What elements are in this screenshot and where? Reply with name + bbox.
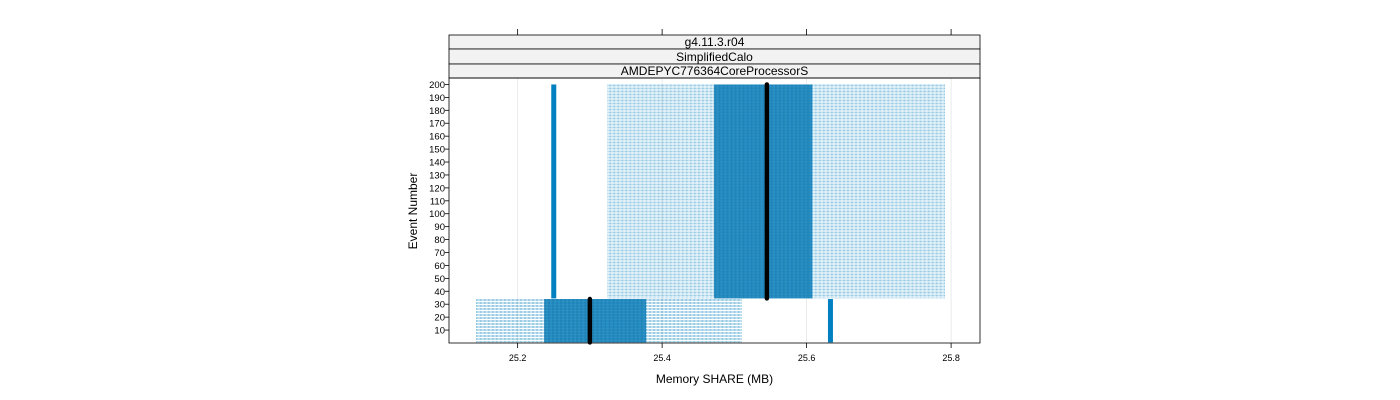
- y-tick-label: 60: [434, 261, 445, 272]
- y-tick-label: 80: [434, 235, 445, 246]
- y-tick-label: 200: [429, 80, 445, 91]
- y-tick-label: 160: [429, 132, 445, 143]
- y-tick-label: 20: [434, 313, 445, 324]
- box-lines-1: [544, 299, 646, 343]
- strip-1-label: g4.11.3.r04: [685, 35, 745, 49]
- plot-area: [476, 82, 945, 345]
- y-tick-label: 110: [430, 196, 445, 207]
- y-tick-label: 50: [434, 274, 445, 285]
- y-tick-label: 170: [429, 119, 445, 130]
- panel-border: [448, 77, 981, 344]
- y-tick-label: 40: [434, 287, 445, 298]
- x-tick-label: 25.6: [798, 353, 816, 363]
- y-tick-label: 70: [434, 248, 445, 259]
- strip-2-label: SimplifiedCalo: [676, 50, 753, 64]
- x-tick-label: 25.2: [509, 353, 527, 363]
- y-tick-label: 90: [434, 222, 445, 233]
- y-axis-label: Event Number: [406, 173, 420, 250]
- axes: 25.2 25.4 25.6 25.8 10 20 30 40 50 60 70 80 90 100 110…: [429, 29, 960, 363]
- y-tick-label: 130: [429, 170, 445, 181]
- y-tick-label: 140: [429, 158, 445, 169]
- strip-3-label: AMDEPYC776364CoreProcessorS: [621, 64, 808, 78]
- outlier-2: [827, 299, 833, 343]
- y-tick-label: 100: [429, 209, 445, 220]
- y-tick-label: 10: [434, 326, 445, 337]
- x-axis-label: Memory SHARE (MB): [656, 372, 773, 386]
- y-tick-label: 120: [429, 183, 445, 194]
- y-tick-label: 30: [434, 300, 445, 311]
- x-tick-label: 25.4: [653, 353, 671, 363]
- outlier-1: [551, 84, 557, 299]
- y-tick-label: 190: [429, 93, 445, 104]
- x-tick-label: 25.8: [942, 353, 960, 363]
- y-tick-label: 150: [429, 145, 445, 156]
- y-tick-label: 180: [429, 106, 445, 117]
